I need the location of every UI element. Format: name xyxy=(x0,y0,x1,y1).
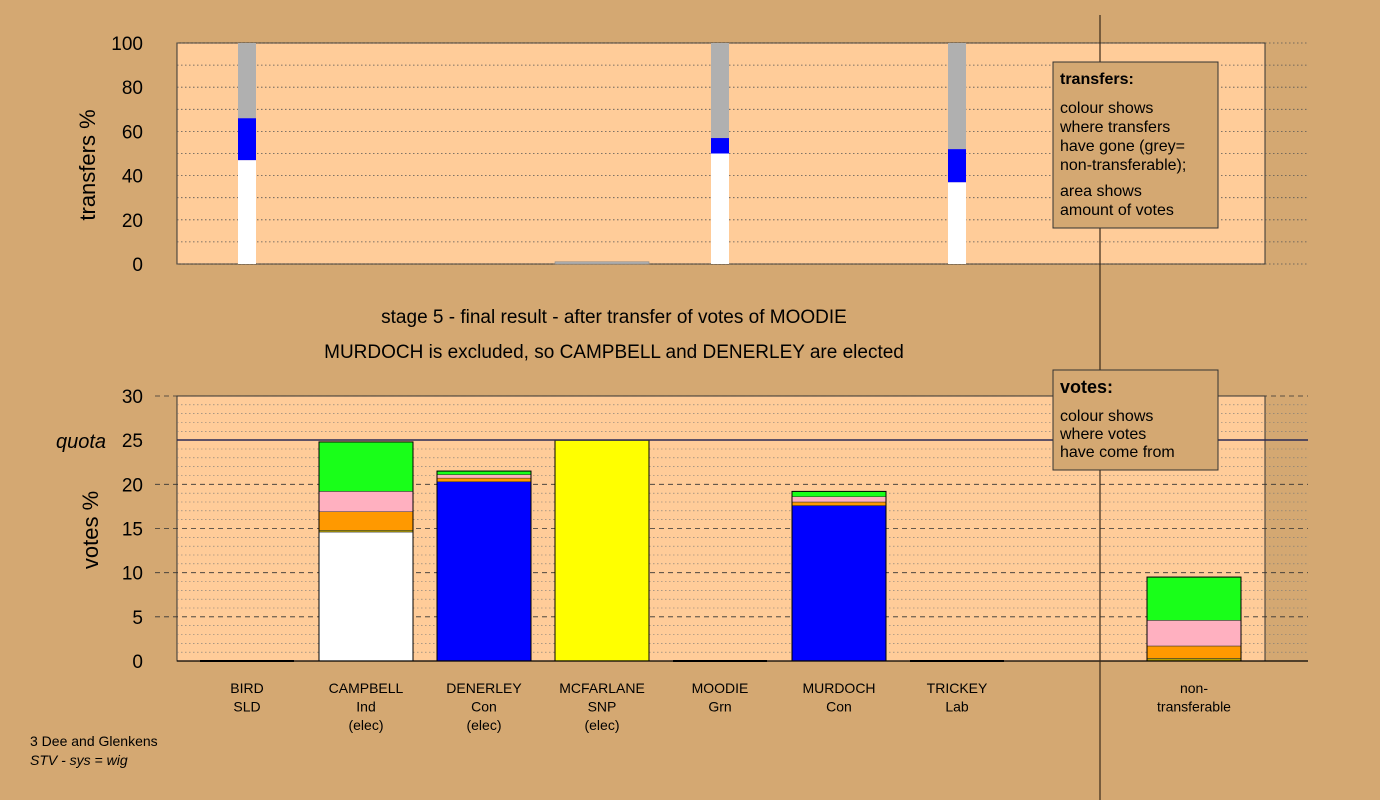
transfer-segment-white xyxy=(238,160,256,264)
votes-legend-line: have come from xyxy=(1060,444,1175,461)
transfer-segment-white xyxy=(948,182,966,264)
votes-x-tick-label: TRICKEY xyxy=(927,680,988,696)
stage-title: stage 5 - final result - after transfer … xyxy=(381,307,847,328)
votes-y-ticks: 0 5 10 15 20 25 30 xyxy=(122,387,143,673)
transfer-segment-blue xyxy=(711,138,729,154)
stage-subtitle: MURDOCH is excluded, so CAMPBELL and DEN… xyxy=(324,342,904,363)
transfer-segment-blue xyxy=(948,149,966,183)
vote-segment-orange xyxy=(318,511,414,531)
transfers-legend-line: colour shows xyxy=(1060,100,1153,117)
votes-x-tick-label: (elec) xyxy=(584,717,619,733)
votes-x-tick-label: MOODIE xyxy=(692,680,749,696)
votes-x-tick-label: Con xyxy=(826,699,852,715)
votes-x-tick-label: DENERLEY xyxy=(446,680,522,696)
transfers-y-tick-label: 80 xyxy=(122,78,143,99)
vote-segment-pink xyxy=(791,496,887,503)
votes-y-tick-label: 30 xyxy=(122,387,143,408)
vote-segment-pink xyxy=(318,491,414,512)
votes-x-tick-label: (elec) xyxy=(466,717,501,733)
vote-segment-orange xyxy=(436,477,532,482)
transfers-y-ticks: 0 20 40 60 80 100 xyxy=(111,34,143,276)
transfers-legend-line: area shows xyxy=(1060,183,1142,200)
vote-segment-green xyxy=(791,491,887,497)
transfers-legend-title: transfers: xyxy=(1060,71,1134,88)
transfers-legend-box xyxy=(1052,61,1219,229)
transfer-segment-grey xyxy=(948,43,966,150)
footer-line-1: 3 Dee and Glenkens xyxy=(30,733,158,749)
votes-y-tick-label: 5 xyxy=(132,608,143,629)
vote-segment-blue xyxy=(791,505,887,662)
transfer-segment-grey xyxy=(554,261,650,265)
vote-segment-green xyxy=(318,441,414,492)
votes-x-tick-label: Grn xyxy=(708,699,731,715)
vote-segment-olive xyxy=(318,530,414,533)
votes-y-tick-label: 0 xyxy=(132,652,143,673)
votes-x-tick-labels: BIRD SLD CAMPBELL Ind (elec) DENERLEY Con (elec… xyxy=(230,680,1231,733)
transfer-segment-white xyxy=(711,153,729,264)
votes-legend-line: colour shows xyxy=(1060,408,1153,425)
votes-x-tick-label: CAMPBELL xyxy=(329,680,404,696)
transfers-y-tick-label: 40 xyxy=(122,167,143,188)
votes-x-tick-label: Lab xyxy=(945,699,969,715)
votes-x-tick-label: MCFARLANE xyxy=(559,680,645,696)
transfers-legend: transfers: colour shows where transfers … xyxy=(1052,61,1219,229)
votes-x-tick-label: (elec) xyxy=(348,717,383,733)
votes-x-tick-label: Con xyxy=(471,699,497,715)
vote-segment-orange xyxy=(1146,645,1242,659)
quota-label: quota xyxy=(56,431,106,453)
transfers-legend-line: have gone (grey= xyxy=(1060,138,1185,155)
votes-x-tick-label: SLD xyxy=(233,699,260,715)
vote-segment-orange xyxy=(791,501,887,506)
transfers-legend-line: amount of votes xyxy=(1060,202,1174,219)
vote-segment-yellow xyxy=(554,439,650,662)
votes-x-tick-label: SNP xyxy=(588,699,617,715)
transfer-segment-grey xyxy=(238,43,256,119)
transfers-bars xyxy=(238,43,966,265)
footer-note: 3 Dee and Glenkens STV - sys = wig xyxy=(30,732,158,770)
votes-y-axis-label: votes % xyxy=(78,491,103,569)
votes-y-tick-label: 15 xyxy=(122,520,143,541)
votes-y-tick-label: 20 xyxy=(122,475,143,496)
votes-x-tick-label: non- xyxy=(1180,680,1208,696)
transfers-y-tick-label: 0 xyxy=(132,255,143,276)
transfers-legend-line: where transfers xyxy=(1059,119,1170,136)
vote-segment-green xyxy=(1146,576,1242,621)
transfers-y-axis-label: transfers % xyxy=(75,109,100,220)
vote-segment-pink xyxy=(436,474,532,479)
transfers-legend-line: non-transferable); xyxy=(1060,157,1186,174)
vote-segment-blue xyxy=(436,481,532,662)
transfer-segment-grey xyxy=(711,43,729,139)
transfers-y-tick-label: 100 xyxy=(111,34,143,55)
vote-segment-white xyxy=(318,531,414,662)
votes-legend-line: where votes xyxy=(1059,426,1146,443)
transfers-y-tick-label: 20 xyxy=(122,211,143,232)
transfers-grid xyxy=(177,42,1308,265)
votes-y-tick-label: 10 xyxy=(122,564,143,585)
votes-x-tick-label: transferable xyxy=(1157,699,1231,715)
vote-segment-green xyxy=(436,470,532,475)
votes-x-tick-label: MURDOCH xyxy=(802,680,875,696)
transfer-segment-blue xyxy=(238,118,256,161)
votes-y-tick-label: 25 xyxy=(122,431,143,452)
votes-legend-box xyxy=(1052,369,1219,471)
transfers-y-tick-label: 60 xyxy=(122,122,143,143)
vote-segment-pink xyxy=(1146,620,1242,647)
votes-x-tick-label: Ind xyxy=(356,699,375,715)
votes-legend: votes: colour shows where votes have com… xyxy=(1052,369,1219,471)
footer-line-2: STV - sys = wig xyxy=(30,752,128,768)
votes-legend-title: votes: xyxy=(1060,377,1113,397)
votes-x-tick-label: BIRD xyxy=(230,680,263,696)
